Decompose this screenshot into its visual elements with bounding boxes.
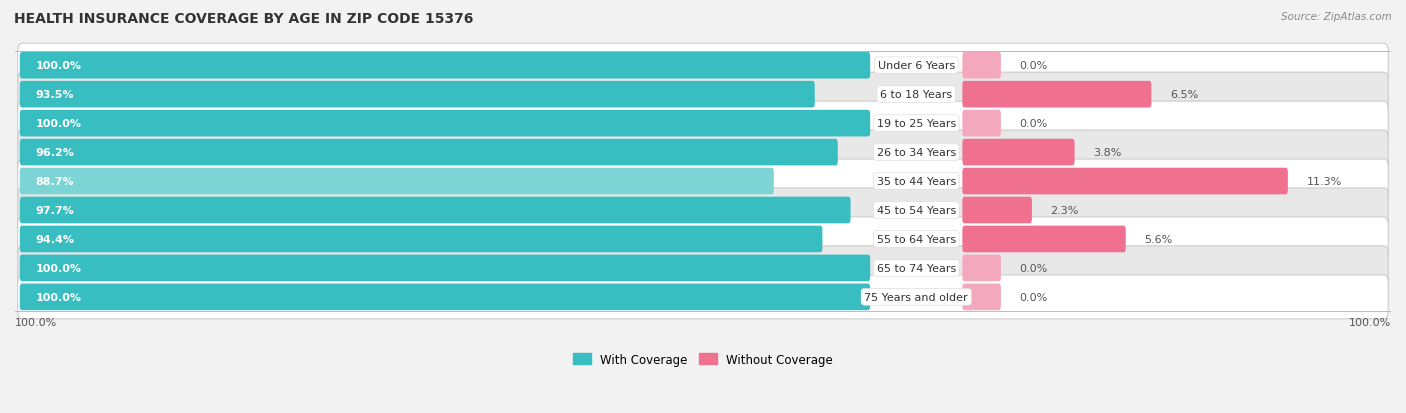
Text: 100.0%: 100.0% <box>35 119 82 129</box>
FancyBboxPatch shape <box>18 217 1388 261</box>
Text: 0.0%: 0.0% <box>1019 263 1047 273</box>
FancyBboxPatch shape <box>962 255 1001 282</box>
Text: 100.0%: 100.0% <box>35 263 82 273</box>
FancyBboxPatch shape <box>18 102 1388 146</box>
FancyBboxPatch shape <box>20 53 870 79</box>
Text: 94.4%: 94.4% <box>35 235 75 244</box>
Text: 65 to 74 Years: 65 to 74 Years <box>877 263 956 273</box>
FancyBboxPatch shape <box>20 255 870 282</box>
FancyBboxPatch shape <box>962 82 1152 108</box>
Text: 97.7%: 97.7% <box>35 206 75 216</box>
FancyBboxPatch shape <box>20 111 870 137</box>
Text: 100.0%: 100.0% <box>15 318 58 328</box>
Text: 45 to 54 Years: 45 to 54 Years <box>877 206 956 216</box>
FancyBboxPatch shape <box>962 111 1001 137</box>
FancyBboxPatch shape <box>18 44 1388 88</box>
FancyBboxPatch shape <box>20 140 838 166</box>
FancyBboxPatch shape <box>20 284 870 311</box>
FancyBboxPatch shape <box>18 275 1388 319</box>
Text: 93.5%: 93.5% <box>35 90 75 100</box>
Text: 0.0%: 0.0% <box>1019 292 1047 302</box>
FancyBboxPatch shape <box>20 197 851 224</box>
Text: 5.6%: 5.6% <box>1144 235 1173 244</box>
FancyBboxPatch shape <box>962 226 1126 253</box>
FancyBboxPatch shape <box>18 160 1388 204</box>
Legend: With Coverage, Without Coverage: With Coverage, Without Coverage <box>568 348 838 370</box>
FancyBboxPatch shape <box>962 197 1032 224</box>
Text: 0.0%: 0.0% <box>1019 119 1047 129</box>
Text: 6 to 18 Years: 6 to 18 Years <box>880 90 952 100</box>
FancyBboxPatch shape <box>20 82 814 108</box>
Text: 35 to 44 Years: 35 to 44 Years <box>877 177 956 187</box>
Text: 11.3%: 11.3% <box>1306 177 1341 187</box>
FancyBboxPatch shape <box>962 53 1001 79</box>
Text: 100.0%: 100.0% <box>1348 318 1391 328</box>
Text: 19 to 25 Years: 19 to 25 Years <box>877 119 956 129</box>
Text: 100.0%: 100.0% <box>35 292 82 302</box>
Text: 100.0%: 100.0% <box>35 61 82 71</box>
FancyBboxPatch shape <box>18 189 1388 233</box>
FancyBboxPatch shape <box>20 226 823 253</box>
FancyBboxPatch shape <box>962 140 1074 166</box>
Text: 75 Years and older: 75 Years and older <box>865 292 969 302</box>
FancyBboxPatch shape <box>18 131 1388 175</box>
Text: 2.3%: 2.3% <box>1050 206 1078 216</box>
Text: 3.8%: 3.8% <box>1092 148 1122 158</box>
Text: Source: ZipAtlas.com: Source: ZipAtlas.com <box>1281 12 1392 22</box>
Text: 26 to 34 Years: 26 to 34 Years <box>877 148 956 158</box>
Text: 6.5%: 6.5% <box>1170 90 1198 100</box>
FancyBboxPatch shape <box>18 246 1388 290</box>
FancyBboxPatch shape <box>18 73 1388 117</box>
Text: 96.2%: 96.2% <box>35 148 75 158</box>
Text: 55 to 64 Years: 55 to 64 Years <box>877 235 956 244</box>
Text: HEALTH INSURANCE COVERAGE BY AGE IN ZIP CODE 15376: HEALTH INSURANCE COVERAGE BY AGE IN ZIP … <box>14 12 474 26</box>
FancyBboxPatch shape <box>962 169 1288 195</box>
FancyBboxPatch shape <box>20 169 773 195</box>
Text: 88.7%: 88.7% <box>35 177 75 187</box>
Text: Under 6 Years: Under 6 Years <box>877 61 955 71</box>
Text: 0.0%: 0.0% <box>1019 61 1047 71</box>
FancyBboxPatch shape <box>962 284 1001 311</box>
